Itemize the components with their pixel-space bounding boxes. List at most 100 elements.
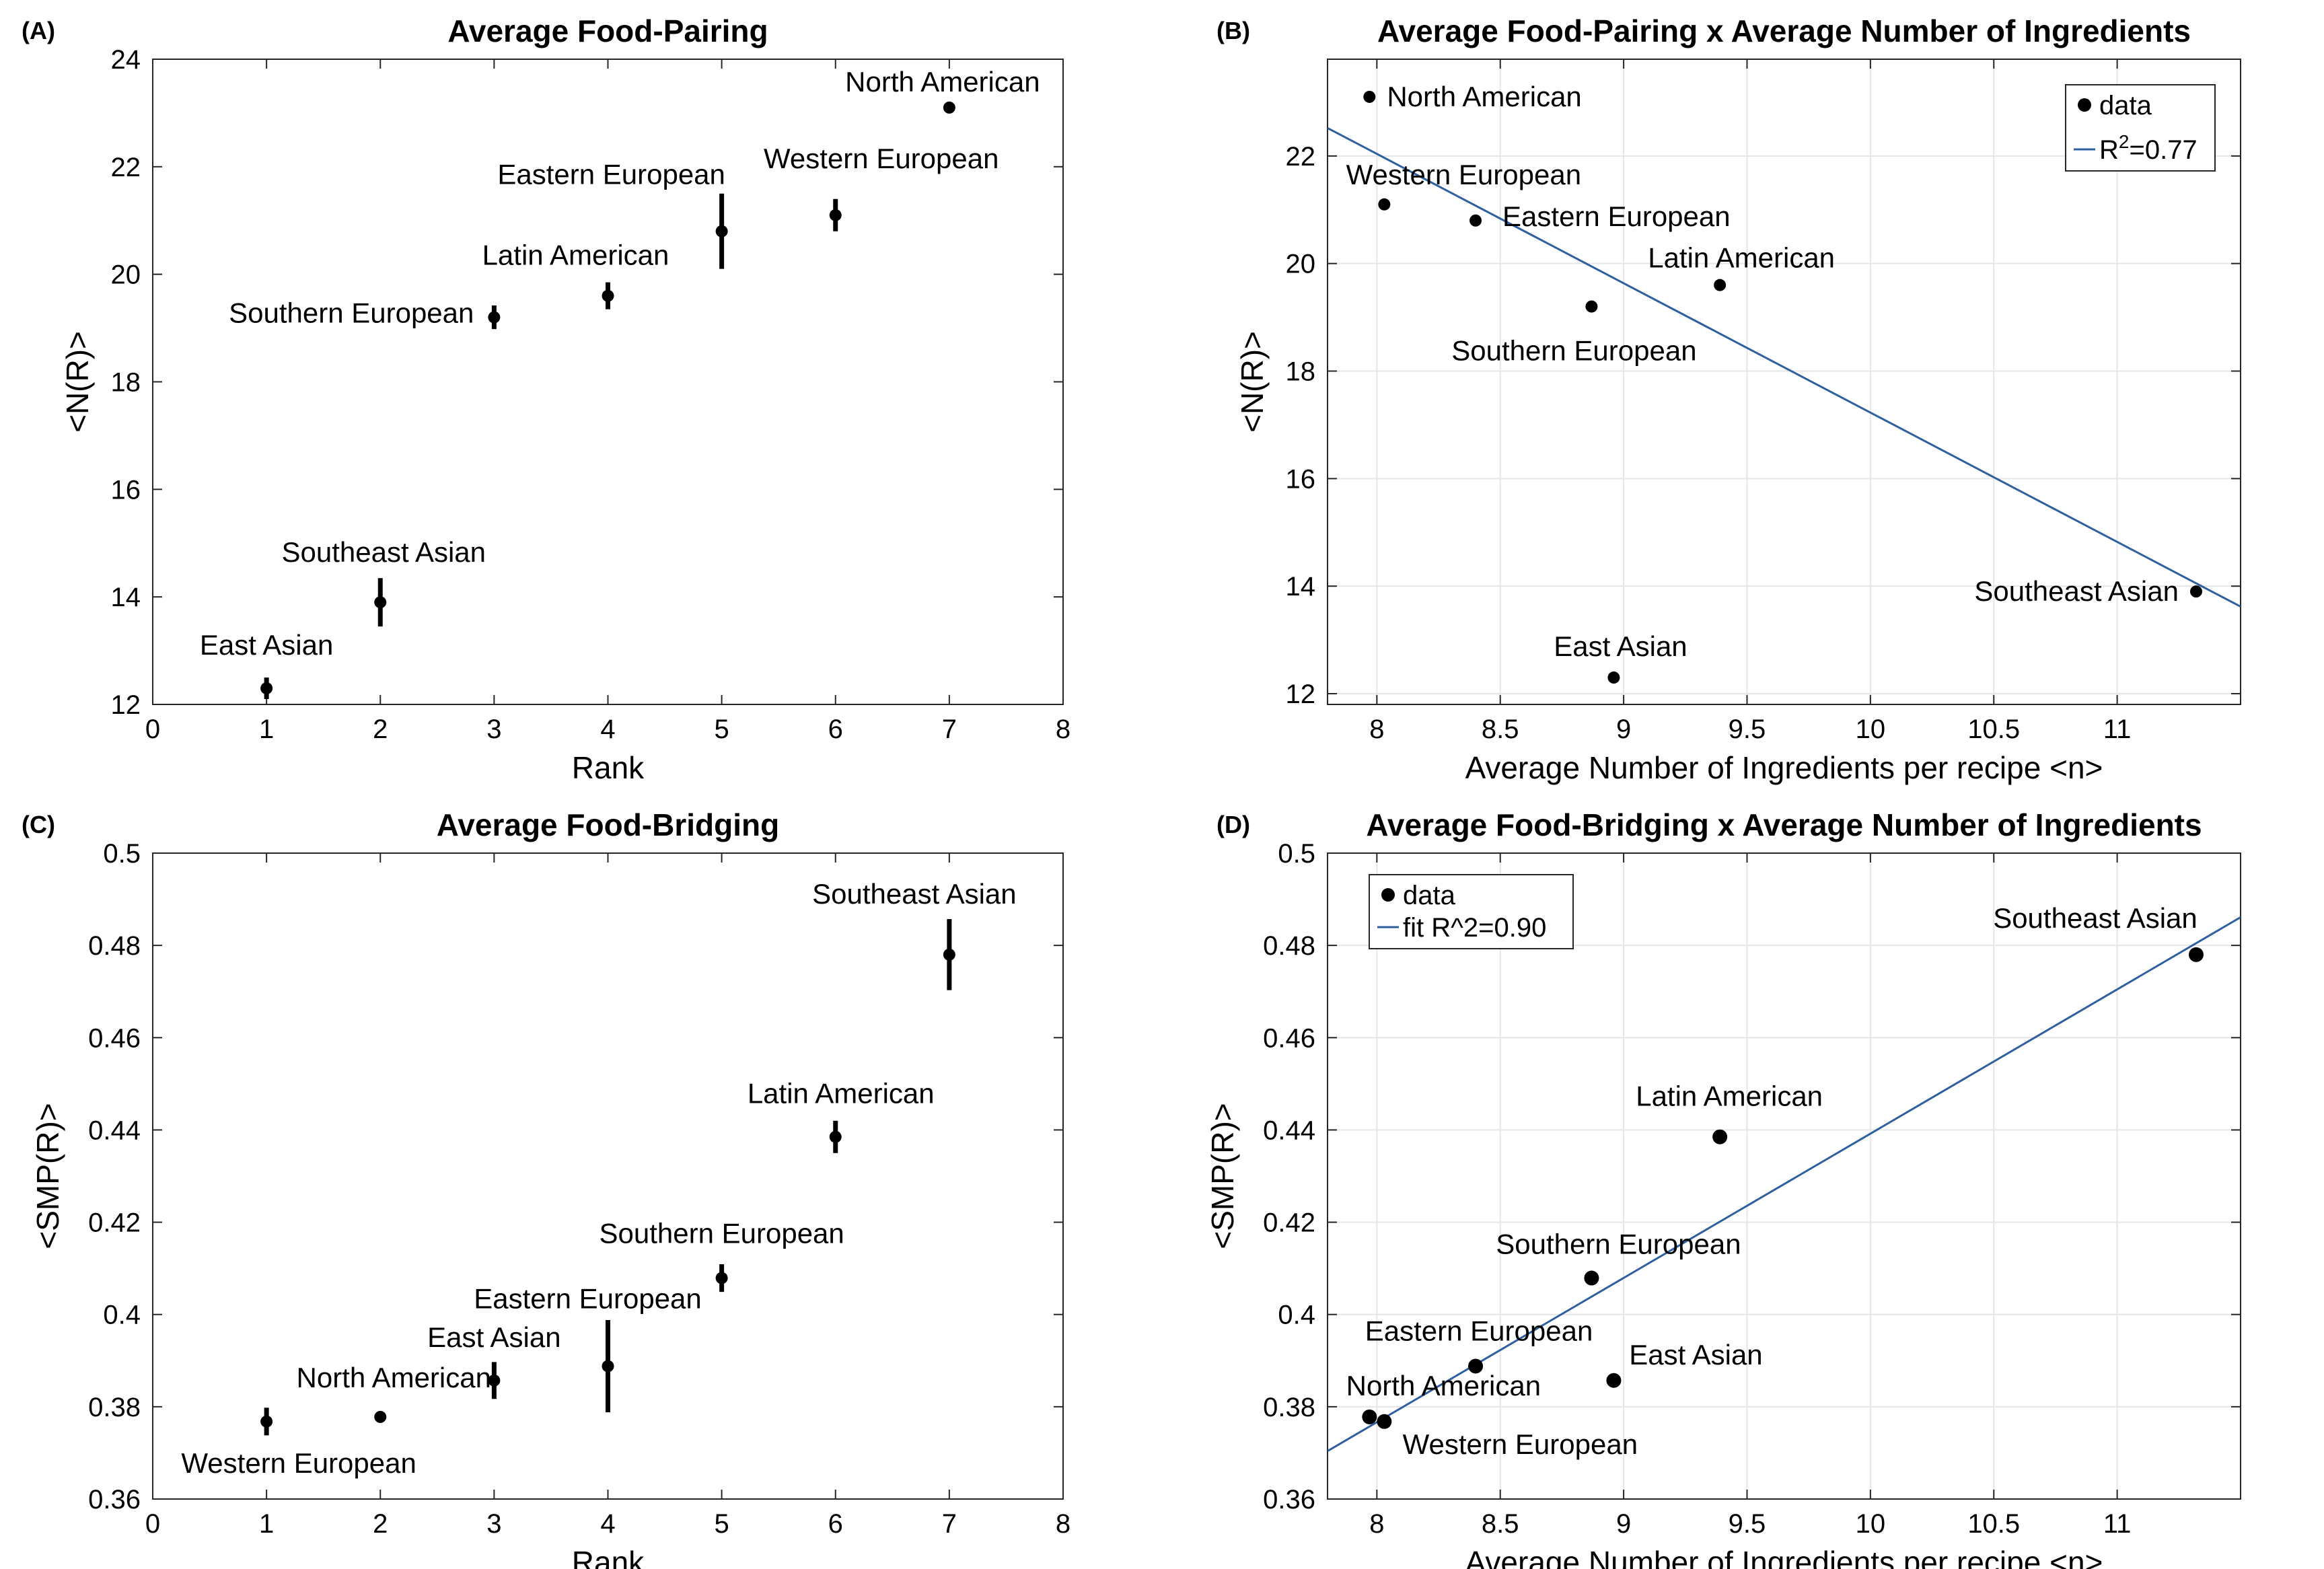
data-point-southern-european: [715, 1272, 728, 1284]
y-tick-label: 16: [111, 475, 141, 505]
point-label-southeast-asian: Southeast Asian: [1974, 575, 2179, 607]
panel-c: 0 1 2 3 4 5 6 7 8 0.36 0.38 0.4 0.42 0.44 0.46 0.48 0.5 A…: [22, 807, 1070, 1569]
point-label-eastern-european: Eastern European: [1502, 200, 1731, 232]
legend-fit-label: fit R^2=0.90: [1403, 913, 1546, 943]
x-tick-label: 9: [1616, 1509, 1631, 1539]
y-tick-label: 0.48: [1263, 931, 1315, 961]
x-tick-label: 8: [1056, 1509, 1070, 1539]
x-tick-label: 4: [600, 1509, 615, 1539]
data-point-southeast-asian: [2189, 585, 2202, 598]
y-tick-label: 0.38: [88, 1393, 141, 1422]
x-tick-label: 3: [486, 715, 501, 744]
x-axis-label: Average Number of Ingredients per recipe…: [1465, 750, 2103, 785]
x-tick-label: 11: [2103, 1509, 2132, 1539]
point-label-southeast-asian: Southeast Asian: [812, 878, 1017, 910]
data-point-southern-european: [1584, 1270, 1599, 1286]
y-tick-label: 12: [1286, 680, 1316, 709]
x-tick-label: 1: [259, 1509, 274, 1539]
y-tick-label: 20: [111, 260, 141, 290]
axes-box: [1327, 852, 2241, 1500]
x-tick-label: 10: [1856, 715, 1886, 744]
x-tick-label: 9.5: [1729, 715, 1766, 744]
point-label-latin-american: Latin American: [482, 240, 669, 271]
y-tick-label: 0.44: [88, 1116, 141, 1145]
point-label-north-american: North American: [1387, 81, 1581, 112]
data-point-east-asian: [1606, 1373, 1622, 1388]
x-tick-label: 8: [1056, 715, 1070, 744]
data-point-east-asian: [260, 682, 273, 695]
x-axis-label: Rank: [572, 1545, 645, 1569]
y-tick-label: 22: [1286, 142, 1316, 172]
legend-data-marker: [1381, 888, 1395, 902]
data-point-latin-american: [1712, 1129, 1728, 1144]
panel-d: 8 8.5 9 9.5 10 10.5 11 0.36 0.38 0.4 0.42 0.44 0.46 0…: [1205, 807, 2241, 1569]
data-point-southeast-asian: [2188, 947, 2204, 962]
data-point-east-asian: [488, 1374, 501, 1387]
x-tick-label: 2: [373, 1509, 388, 1539]
x-tick-label: 6: [828, 715, 843, 744]
x-tick-label: 1: [259, 715, 274, 744]
data-point-latin-american: [829, 1130, 842, 1143]
x-tick-label: 6: [828, 1509, 843, 1539]
point-label-southeast-asian: Southeast Asian: [1993, 902, 2198, 934]
point-label-latin-american: Latin American: [1636, 1081, 1823, 1112]
y-tick-label: 24: [111, 45, 141, 75]
legend-data-marker: [2078, 98, 2091, 112]
chart-title: Average Food-Pairing: [447, 13, 768, 48]
x-tick-label: 5: [715, 1509, 729, 1539]
panel-letter: (C): [22, 811, 55, 838]
y-tick-label: 0.36: [1263, 1485, 1315, 1515]
point-label-east-asian: East Asian: [200, 629, 333, 661]
y-tick-label: 22: [111, 153, 141, 182]
data-point-north-american: [374, 1410, 387, 1423]
y-tick-label: 0.42: [1263, 1208, 1315, 1238]
point-label-east-asian: East Asian: [427, 1321, 560, 1353]
point-label-eastern-european: Eastern European: [497, 159, 725, 190]
data-point-southeast-asian: [943, 948, 955, 961]
y-tick-label: 0.5: [103, 839, 141, 869]
y-tick-label: 0.36: [88, 1485, 141, 1515]
data-point-western-european: [1378, 198, 1391, 211]
legend-fit-label: R2=0.77: [2099, 131, 2198, 165]
y-axis-label: <N(R)>: [60, 331, 95, 433]
x-tick-label: 8: [1369, 715, 1384, 744]
data-point-east-asian: [1607, 671, 1620, 684]
y-tick-label: 16: [1286, 464, 1316, 494]
point-label-eastern-european: Eastern European: [1365, 1315, 1593, 1347]
x-tick-label: 0: [145, 715, 160, 744]
y-tick-label: 0.42: [88, 1208, 141, 1238]
y-tick-label: 0.46: [88, 1023, 141, 1053]
data-point-eastern-european: [1468, 1358, 1484, 1374]
y-tick-label: 18: [111, 368, 141, 398]
x-tick-label: 5: [715, 715, 729, 744]
legend-data-label: data: [1403, 881, 1456, 910]
chart-title: Average Food-Pairing x Average Number of…: [1377, 13, 2191, 48]
panel-letter: (B): [1217, 17, 1250, 44]
point-label-east-asian: East Asian: [1629, 1339, 1762, 1371]
x-tick-label: 8: [1369, 1509, 1384, 1539]
y-tick-label: 14: [1286, 572, 1316, 601]
point-label-southern-european: Southern European: [1496, 1229, 1741, 1260]
y-tick-label: 0.4: [103, 1301, 141, 1330]
fit-line: [1328, 126, 2241, 608]
x-tick-label: 9: [1616, 715, 1631, 744]
axes-box: [1327, 59, 2241, 705]
x-tick-label: 10.5: [1967, 715, 2020, 744]
x-tick-label: 7: [942, 1509, 957, 1539]
point-label-east-asian: East Asian: [1554, 630, 1687, 662]
data-point-north-american: [1362, 1409, 1377, 1424]
point-label-eastern-european: Eastern European: [474, 1283, 702, 1315]
x-axis-label: Rank: [572, 750, 645, 785]
data-point-eastern-european: [602, 1360, 614, 1373]
x-tick-label: 8.5: [1482, 715, 1519, 744]
legend-data-label: data: [2099, 91, 2152, 120]
point-label-southern-european: Southern European: [1451, 335, 1696, 367]
x-tick-label: 9.5: [1729, 1509, 1766, 1539]
x-tick-label: 10: [1856, 1509, 1886, 1539]
chart-title: Average Food-Bridging: [437, 807, 779, 842]
point-label-north-american: North American: [845, 66, 1040, 98]
y-tick-label: 0.48: [88, 931, 141, 961]
chart-title: Average Food-Bridging x Average Number o…: [1366, 807, 2202, 842]
data-point-southern-european: [488, 311, 501, 324]
